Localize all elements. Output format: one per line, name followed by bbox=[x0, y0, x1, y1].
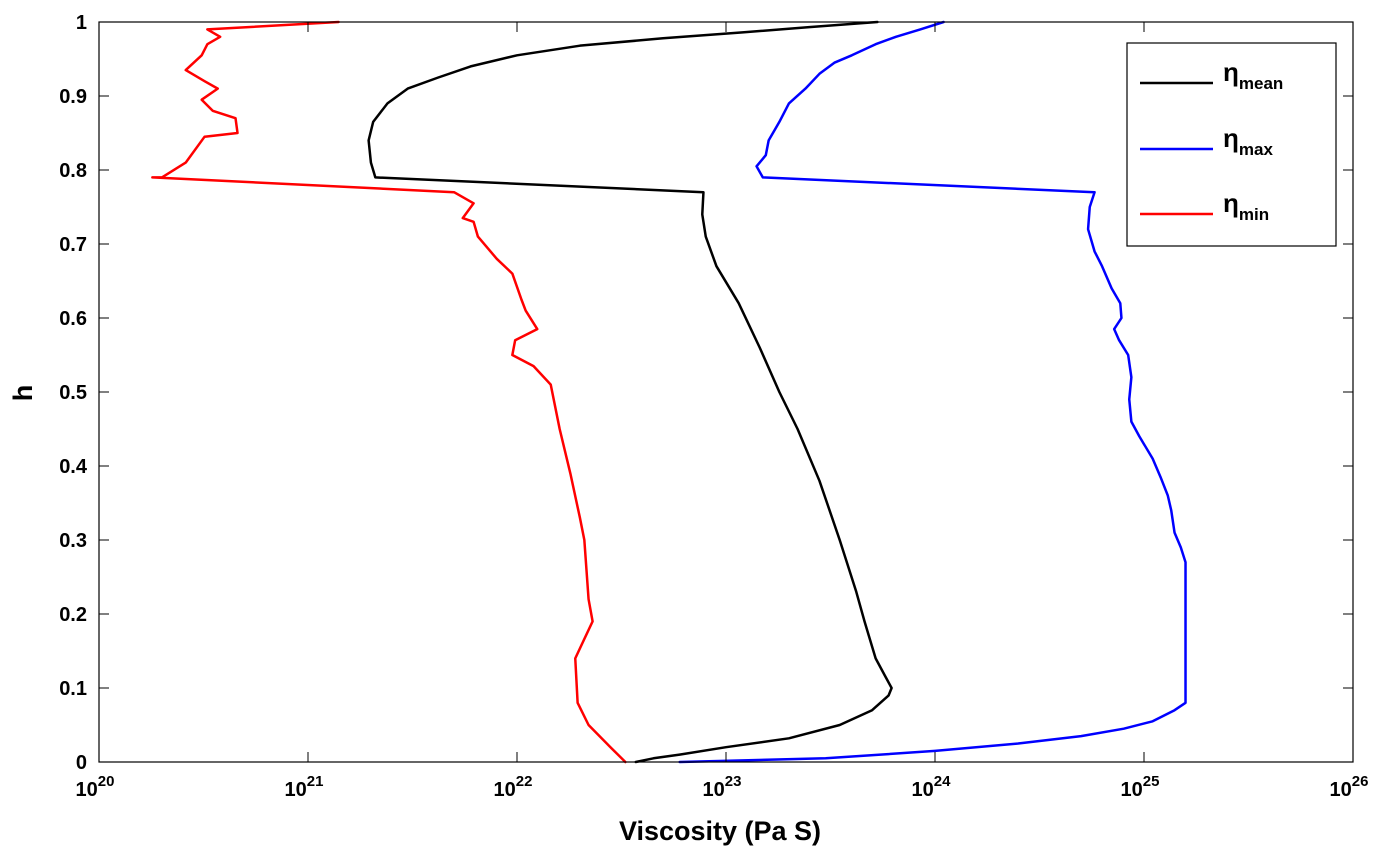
y-tick-label: 0.8 bbox=[59, 160, 87, 182]
y-axis-label: h bbox=[8, 385, 38, 402]
y-tick-label: 0.6 bbox=[59, 308, 87, 330]
y-tick-label: 0.9 bbox=[59, 86, 87, 108]
legend-label-min: ηmin bbox=[1223, 188, 1269, 224]
legend: ηmean ηmax ηmin bbox=[1126, 42, 1337, 247]
x-tick-label: 1021 bbox=[285, 773, 324, 801]
y-tick-label: 0.7 bbox=[59, 234, 87, 256]
x-tick-label: 1026 bbox=[1330, 773, 1369, 801]
legend-label-max: ηmax bbox=[1223, 123, 1273, 159]
y-tick-label: 0.2 bbox=[59, 604, 87, 626]
ticks-layer: 1020 1021 1022 1023 1024 1025 1026 0 0.1 0.2 0.3 0.… bbox=[59, 12, 1368, 801]
x-tick-label: 1024 bbox=[912, 773, 952, 801]
x-tick-label: 1025 bbox=[1121, 773, 1160, 801]
y-tick-label: 1 bbox=[76, 12, 87, 34]
y-tick-label: 0.1 bbox=[59, 678, 87, 700]
legend-label-mean: ηmean bbox=[1223, 57, 1283, 93]
y-tick-label: 0.3 bbox=[59, 530, 87, 552]
series-line-mean bbox=[367, 20, 893, 764]
x-tick-label: 1022 bbox=[494, 773, 533, 801]
x-tick-label: 1023 bbox=[703, 773, 742, 801]
legend-box bbox=[1126, 42, 1337, 247]
y-tick-label: 0.4 bbox=[59, 456, 88, 478]
x-axis-label: Viscosity (Pa S) bbox=[619, 816, 821, 846]
y-tick-label: 0.5 bbox=[59, 382, 87, 404]
series-layer bbox=[151, 20, 1187, 764]
series-line-min bbox=[151, 20, 627, 764]
series-line-max bbox=[678, 20, 1187, 764]
y-tick-label: 0 bbox=[76, 752, 87, 774]
x-tick-label: 1020 bbox=[76, 773, 115, 801]
